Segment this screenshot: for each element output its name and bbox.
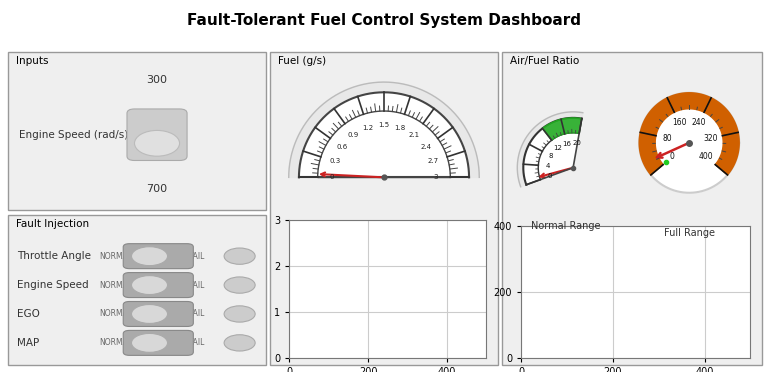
Text: 4: 4 — [546, 163, 551, 169]
Text: MAP: MAP — [17, 338, 39, 348]
Text: 0.9: 0.9 — [348, 132, 359, 138]
Polygon shape — [639, 93, 739, 175]
FancyBboxPatch shape — [127, 109, 187, 160]
Text: 0.6: 0.6 — [336, 144, 348, 150]
Text: Engine Speed (rad/s): Engine Speed (rad/s) — [19, 130, 128, 140]
Text: 1.5: 1.5 — [379, 122, 389, 128]
Text: NORMAL: NORMAL — [99, 280, 133, 289]
Circle shape — [131, 276, 167, 295]
Text: FAIL: FAIL — [190, 280, 205, 289]
Circle shape — [224, 335, 255, 351]
Text: 8: 8 — [549, 153, 554, 159]
Text: 0: 0 — [548, 173, 552, 179]
Circle shape — [224, 306, 255, 322]
Text: Air/Fuel Ratio: Air/Fuel Ratio — [510, 57, 579, 67]
Polygon shape — [639, 93, 739, 193]
Text: 2.4: 2.4 — [420, 144, 432, 150]
Circle shape — [131, 333, 167, 352]
Text: 0.3: 0.3 — [329, 158, 340, 164]
Text: FAIL: FAIL — [190, 339, 205, 347]
Text: FAIL: FAIL — [190, 252, 205, 261]
Text: 300: 300 — [147, 76, 167, 85]
Text: 320: 320 — [703, 134, 718, 143]
Text: 80: 80 — [663, 134, 673, 143]
Polygon shape — [518, 112, 583, 187]
Polygon shape — [523, 118, 582, 185]
Text: 2.7: 2.7 — [428, 158, 439, 164]
FancyBboxPatch shape — [123, 244, 194, 269]
Text: 0: 0 — [330, 174, 334, 180]
Text: Inputs: Inputs — [15, 57, 48, 67]
Text: Engine Speed: Engine Speed — [17, 280, 88, 290]
Text: 160: 160 — [672, 119, 687, 128]
Text: 0: 0 — [670, 153, 675, 161]
Polygon shape — [542, 118, 582, 140]
Text: NORMAL: NORMAL — [99, 339, 133, 347]
Polygon shape — [289, 82, 479, 177]
Text: 1.8: 1.8 — [395, 125, 406, 131]
Text: 240: 240 — [692, 119, 706, 128]
Text: 2.1: 2.1 — [409, 132, 420, 138]
Text: 12: 12 — [553, 145, 562, 151]
FancyBboxPatch shape — [123, 330, 194, 355]
Text: 3: 3 — [434, 174, 438, 180]
Text: 400: 400 — [699, 153, 713, 161]
Text: 16: 16 — [563, 141, 571, 147]
Circle shape — [224, 248, 255, 264]
Circle shape — [134, 131, 180, 156]
Circle shape — [131, 247, 167, 266]
FancyBboxPatch shape — [123, 301, 194, 327]
Text: Fault Injection: Fault Injection — [15, 219, 89, 230]
Polygon shape — [299, 92, 469, 177]
Text: 700: 700 — [147, 184, 167, 194]
Circle shape — [131, 305, 167, 323]
Text: FAIL: FAIL — [190, 310, 205, 318]
Text: NORMAL: NORMAL — [99, 252, 133, 261]
Text: NORMAL: NORMAL — [99, 310, 133, 318]
Text: Throttle Angle: Throttle Angle — [17, 251, 91, 261]
Text: Fault-Tolerant Fuel Control System Dashboard: Fault-Tolerant Fuel Control System Dashb… — [187, 13, 581, 28]
Text: Fuel (g/s): Fuel (g/s) — [278, 57, 326, 67]
Text: 20: 20 — [573, 140, 582, 146]
Circle shape — [224, 277, 255, 293]
Text: 1.2: 1.2 — [362, 125, 373, 131]
Text: Normal Range: Normal Range — [531, 221, 601, 231]
Text: Full Range: Full Range — [664, 228, 715, 238]
FancyBboxPatch shape — [123, 273, 194, 298]
Text: EGO: EGO — [17, 309, 40, 319]
